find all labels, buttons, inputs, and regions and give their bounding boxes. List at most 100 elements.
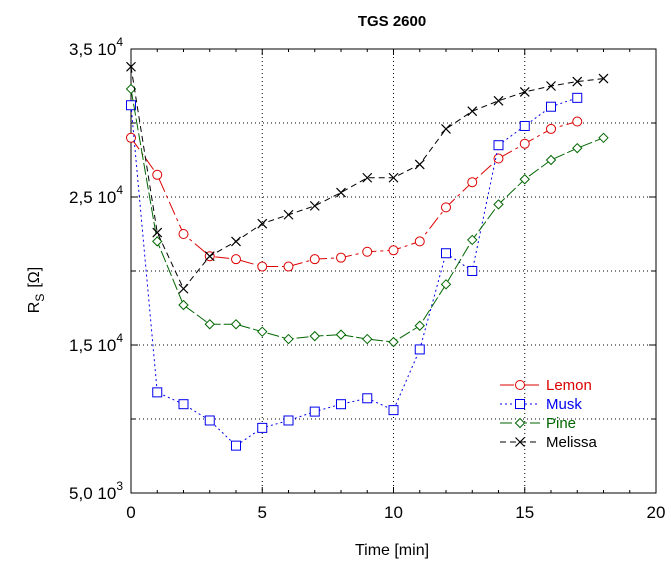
axis-ticks: 0 5 10 15 20 5,0 103 1,5 104 2,5 104 3,5 104 (69, 35, 665, 522)
legend-marker-melissa (515, 437, 525, 447)
y-tick-label: 5,0 103 (69, 479, 123, 503)
data-point-lemon (467, 177, 478, 188)
data-point-pine (572, 142, 583, 154)
data-point-musk (231, 440, 241, 451)
data-point-lemon (572, 116, 583, 127)
legend-marker-lemon (515, 380, 525, 390)
x-axis-label: Time [min] (355, 542, 429, 559)
y-axis-label: RS [Ω] (26, 267, 47, 313)
data-point-musk (493, 140, 504, 151)
data-point-lemon (388, 245, 399, 256)
data-point-lemon (441, 202, 451, 213)
data-point-pine (178, 299, 189, 311)
legend-label-musk: Musk (546, 396, 582, 413)
data-point-pine (257, 326, 268, 337)
data-point-musk (257, 422, 268, 433)
y-tick-label: 1,5 104 (69, 331, 123, 355)
data-point-pine (283, 333, 294, 345)
data-point-musk (336, 399, 346, 410)
legend-label-pine: Pine (546, 415, 576, 432)
data-point-pine (519, 174, 530, 185)
legend-item-musk: Musk (500, 396, 582, 413)
data-point-musk (388, 405, 399, 416)
data-point-melissa (467, 106, 478, 117)
data-point-lemon (362, 246, 373, 257)
data-point-melissa (362, 172, 373, 183)
data-point-lemon (309, 254, 320, 265)
chart-title: TGS 2600 (358, 13, 426, 30)
data-point-melissa (441, 123, 451, 134)
data-point-pine (362, 333, 373, 345)
data-point-musk (283, 415, 294, 426)
series-pine (125, 83, 609, 348)
data-point-lemon (152, 169, 163, 180)
data-point-melissa (572, 76, 583, 87)
x-tick-label: 0 (126, 503, 135, 522)
data-point-pine (204, 319, 215, 330)
data-point-melissa (519, 86, 530, 97)
data-point-melissa (336, 187, 346, 198)
data-point-melissa (178, 283, 189, 294)
data-point-lemon (414, 236, 425, 247)
data-point-lemon (336, 252, 346, 263)
data-point-musk (519, 120, 530, 131)
x-tick-label: 5 (258, 503, 267, 522)
svg-text:RS[Ω]: RS [Ω] (26, 267, 47, 313)
data-point-pine (414, 320, 425, 331)
data-point-musk (362, 393, 373, 404)
data-point-lemon (178, 229, 189, 239)
series-musk (126, 92, 583, 451)
data-point-melissa (152, 227, 163, 238)
legend-marker-musk (515, 399, 525, 409)
legend: Lemon Musk Pine Melissa (500, 377, 598, 451)
data-point-melissa (546, 81, 556, 91)
data-point-melissa (231, 236, 241, 247)
y-axis-label-main: R (26, 302, 43, 314)
data-point-melissa (414, 159, 425, 170)
data-point-musk (126, 100, 136, 111)
data-point-lemon (493, 153, 504, 164)
data-point-musk (204, 415, 215, 426)
data-point-melissa (283, 209, 294, 220)
data-point-pine (335, 329, 347, 340)
legend-item-pine: Pine (500, 415, 576, 432)
data-point-melissa (493, 95, 504, 106)
y-axis-label-unit: [Ω] (26, 267, 43, 288)
series-melissa (126, 61, 609, 294)
data-point-musk (572, 92, 583, 103)
data-point-lemon (283, 261, 294, 272)
data-point-lemon (257, 261, 268, 272)
data-point-musk (178, 399, 189, 410)
legend-label-lemon: Lemon (546, 377, 592, 394)
data-point-melissa (126, 61, 136, 72)
data-point-pine (467, 234, 478, 246)
data-point-musk (414, 344, 425, 355)
data-point-musk (309, 406, 320, 417)
data-point-melissa (388, 172, 399, 183)
legend-marker-pine (514, 417, 526, 429)
data-point-lemon (231, 254, 241, 265)
data-point-musk (467, 266, 478, 276)
x-tick-label: 15 (515, 503, 534, 522)
data-point-pine (388, 336, 399, 348)
legend-label-melissa: Melissa (546, 434, 598, 451)
legend-item-melissa: Melissa (500, 434, 598, 451)
data-point-pine (309, 330, 320, 342)
data-point-melissa (204, 251, 215, 262)
y-tick-label: 3,5 104 (69, 35, 123, 59)
legend-item-lemon: Lemon (500, 377, 592, 394)
data-point-musk (546, 101, 556, 112)
data-point-lemon (519, 138, 530, 149)
data-point-pine (493, 199, 504, 210)
data-point-melissa (309, 200, 320, 211)
data-point-pine (440, 279, 452, 290)
data-point-musk (441, 248, 451, 259)
y-tick-label: 2,5 104 (69, 183, 123, 207)
data-point-pine (598, 132, 609, 144)
data-point-pine (545, 154, 557, 166)
data-point-lemon (126, 132, 136, 143)
x-tick-label: 10 (384, 503, 403, 522)
data-point-lemon (546, 123, 556, 134)
data-point-pine (230, 319, 242, 330)
